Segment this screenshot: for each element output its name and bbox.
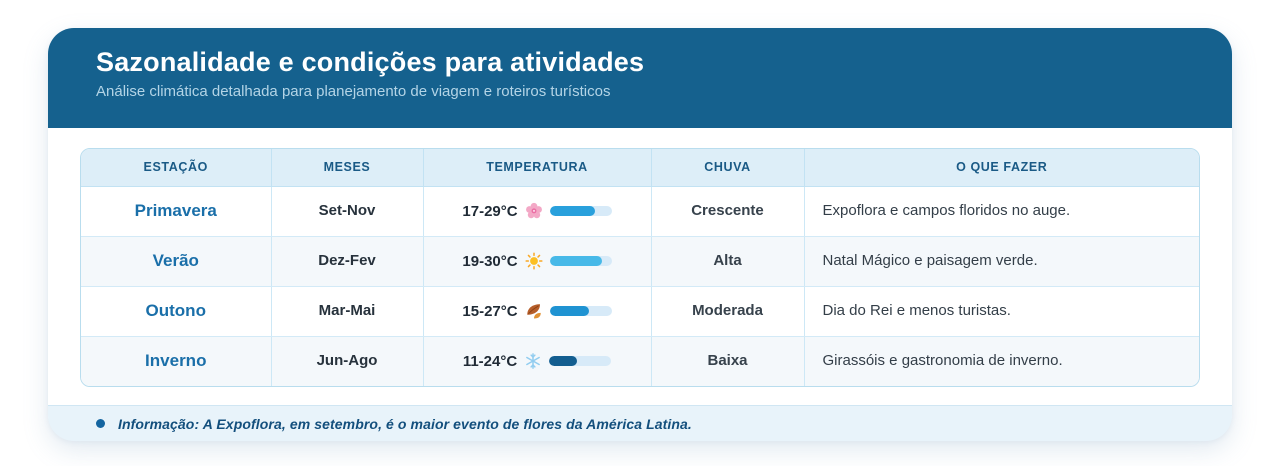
months-label: Jun-Ago xyxy=(316,352,378,370)
activity-cell: Expoflora e campos floridos no auge. xyxy=(804,186,1199,237)
rain-cell: Crescente xyxy=(651,186,805,237)
rain-label: Alta xyxy=(713,252,742,269)
activity-label: Dia do Rei e menos turistas. xyxy=(822,302,1011,319)
activity-cell: Dia do Rei e menos turistas. xyxy=(804,286,1199,337)
table-header-row: ESTAÇÃO MESES TEMPERATURA CHUVA O QUE FA… xyxy=(81,149,1199,187)
temperature-bar-track xyxy=(549,356,612,367)
temperature-range: 19-30°C xyxy=(462,252,518,270)
months-cell: Dez-Fev xyxy=(271,236,424,287)
activity-label: Girassóis e gastronomia de inverno. xyxy=(822,352,1063,370)
temperature-bar-fill xyxy=(549,356,578,367)
season-label: Primavera xyxy=(134,201,217,220)
cherry-blossom-icon xyxy=(525,202,543,220)
column-header-season: ESTAÇÃO xyxy=(81,149,272,187)
card-body: ESTAÇÃO MESES TEMPERATURA CHUVA O QUE FA… xyxy=(48,128,1232,387)
months-cell: Set-Nov xyxy=(271,186,424,237)
activity-cell: Natal Mágico e paisagem verde. xyxy=(804,236,1199,287)
months-label: Dez-Fev xyxy=(318,252,376,269)
column-header-rain: CHUVA xyxy=(651,149,805,187)
column-header-months: MESES xyxy=(271,149,424,187)
page-title: Sazonalidade e condições para atividades xyxy=(96,47,645,77)
activity-label: Natal Mágico e paisagem verde. xyxy=(822,252,1038,269)
table-row: Inverno Jun-Ago 11-24°C xyxy=(81,336,1199,386)
table-row: Outono Mar-Mai 15-27°C xyxy=(81,286,1199,337)
temperature-cell: 17-29°C xyxy=(423,186,652,237)
season-cell: Outono xyxy=(81,286,272,337)
seasonality-table: ESTAÇÃO MESES TEMPERATURA CHUVA O QUE FA… xyxy=(80,148,1200,387)
season-cell: Primavera xyxy=(81,186,272,237)
rain-cell: Alta xyxy=(651,236,805,287)
temperature-bar-fill xyxy=(549,206,596,216)
months-label: Set-Nov xyxy=(318,202,376,219)
season-label: Outono xyxy=(145,301,206,320)
months-cell: Mar-Mai xyxy=(271,286,424,337)
info-footer: Informação: A Expoflora, em setembro, é … xyxy=(48,405,1232,441)
seasonality-card: Sazonalidade e condições para atividades… xyxy=(48,28,1232,441)
temperature-cell: 11-24°C xyxy=(423,336,652,386)
fallen-leaf-icon xyxy=(525,302,543,320)
info-note: Informação: A Expoflora, em setembro, é … xyxy=(118,415,692,432)
temperature-range: 15-27°C xyxy=(462,302,518,320)
temperature-bar-track xyxy=(549,206,612,216)
season-cell: Verão xyxy=(81,236,272,287)
activity-label: Expoflora e campos floridos no auge. xyxy=(822,202,1071,219)
temperature-bar-track xyxy=(549,256,612,266)
bullet-dot-icon xyxy=(96,419,105,428)
snowflake-icon xyxy=(524,352,542,370)
rain-label: Moderada xyxy=(692,302,763,319)
season-label: Inverno xyxy=(145,351,207,371)
sun-icon xyxy=(525,252,543,270)
temperature-bar-track xyxy=(549,306,612,316)
season-label: Verão xyxy=(152,251,199,270)
temperature-cell: 19-30°C xyxy=(423,236,652,287)
activity-cell: Girassóis e gastronomia de inverno. xyxy=(804,336,1199,386)
table-row: Primavera Set-Nov 17-29°C xyxy=(81,186,1199,237)
temperature-bar-fill xyxy=(549,306,590,316)
page-subtitle: Análise climática detalhada para planeja… xyxy=(96,83,611,100)
months-cell: Jun-Ago xyxy=(271,336,424,386)
rain-label: Crescente xyxy=(691,202,764,219)
rain-cell: Moderada xyxy=(651,286,805,337)
temperature-range: 17-29°C xyxy=(462,202,518,220)
rain-cell: Baixa xyxy=(651,336,805,386)
months-label: Mar-Mai xyxy=(318,302,376,319)
column-header-activity: O QUE FAZER xyxy=(804,149,1199,187)
column-header-temperature: TEMPERATURA xyxy=(423,149,652,187)
table-row: Verão Dez-Fev 19-30°C xyxy=(81,236,1199,287)
temperature-bar-fill xyxy=(549,256,603,266)
card-header: Sazonalidade e condições para atividades… xyxy=(48,28,1232,128)
temperature-range: 11-24°C xyxy=(462,352,518,370)
season-cell: Inverno xyxy=(81,336,272,386)
rain-label: Baixa xyxy=(707,352,748,370)
temperature-cell: 15-27°C xyxy=(423,286,652,337)
